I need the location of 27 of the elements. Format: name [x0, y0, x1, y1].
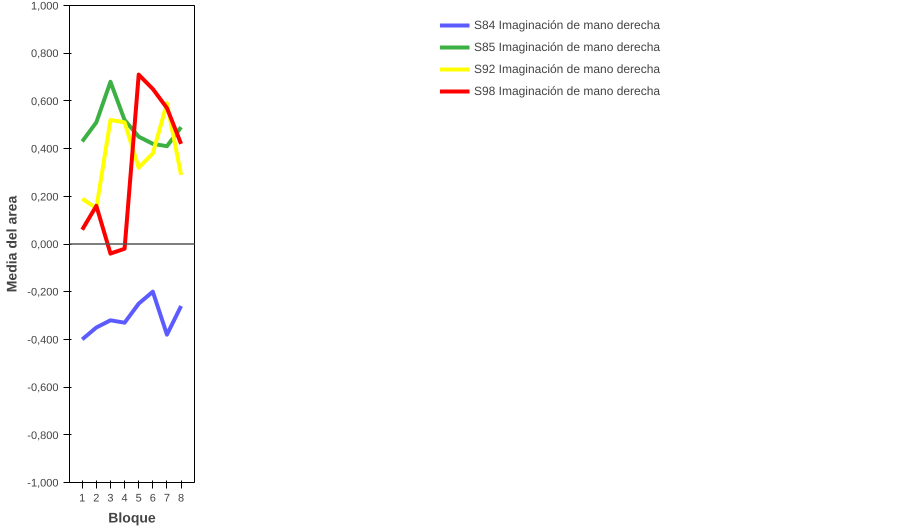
x-tick-label: 4: [122, 492, 128, 504]
y-tick-label: 0,800: [30, 48, 59, 60]
x-tick-label: 6: [150, 492, 156, 504]
y-tick-label: -1,000: [27, 478, 59, 490]
x-tick-label: 1: [79, 492, 86, 504]
x-tick-label: 7: [164, 492, 170, 504]
x-tick-label: 8: [178, 492, 184, 504]
legend-label: S84 Imaginación de mano derecha: [474, 18, 660, 32]
line-series: [80, 72, 184, 256]
y-tick-label: 0,600: [30, 96, 59, 108]
y-tick-label: -0,400: [27, 334, 59, 346]
y-tick-label: 0,000: [30, 239, 59, 251]
y-tick-label: 0,200: [30, 191, 59, 204]
y-tick-label: 1,000: [30, 0, 59, 12]
legend-label: S92 Imaginación de mano derecha: [474, 62, 660, 76]
y-tick-label: -0,200: [27, 286, 59, 299]
x-axis-title: Bloque: [108, 510, 156, 526]
line-series: [80, 290, 184, 342]
legend-label: S98 Imaginación de mano derecha: [474, 84, 660, 98]
y-tick-label: 0,400: [30, 144, 59, 156]
x-tick-label: 2: [93, 492, 100, 504]
legend-label: S85 Imaginación de mano derecha: [474, 40, 660, 54]
y-tick-label: -0,800: [27, 430, 59, 442]
y-tick-label: -0,600: [27, 382, 59, 394]
y-axis-title: Media del area: [3, 196, 20, 292]
x-tick-label: 5: [136, 492, 142, 504]
x-tick-label: 3: [107, 492, 114, 504]
